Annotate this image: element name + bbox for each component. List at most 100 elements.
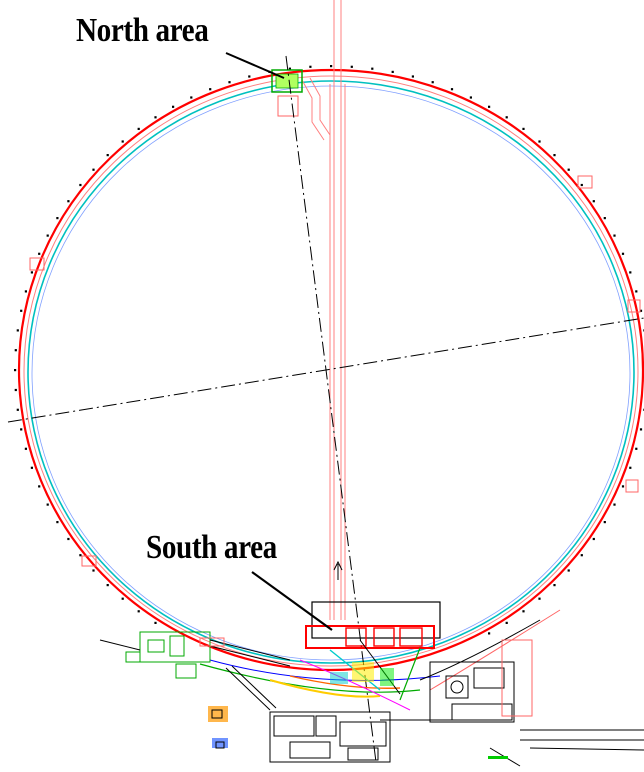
ring-tick <box>154 621 157 624</box>
ring-tick <box>92 168 95 171</box>
ring-tick <box>288 67 291 70</box>
equipment-blocks <box>208 706 508 759</box>
ring-tick <box>14 369 17 372</box>
ring-tick <box>46 503 49 506</box>
ring-tick <box>24 447 27 450</box>
ring-tick <box>613 234 616 237</box>
ring-tick <box>228 81 231 84</box>
ring-tick <box>629 271 632 274</box>
ring-tick <box>488 632 491 635</box>
east-building <box>627 299 641 313</box>
ring-tick <box>38 252 41 255</box>
ring-tick <box>450 88 454 91</box>
ring-tick <box>30 271 33 274</box>
ring-tick <box>154 116 157 119</box>
ring-tick <box>538 140 541 143</box>
ring-tick <box>538 597 541 600</box>
ring-tick <box>488 105 491 108</box>
ring-tick <box>106 584 109 587</box>
west-building <box>29 257 45 271</box>
ring-tick <box>38 485 41 488</box>
ring-tick <box>46 234 49 237</box>
ring-tick <box>79 554 82 557</box>
ring-tick <box>580 554 583 557</box>
ring-tick <box>639 428 643 431</box>
north-leader-line <box>225 52 285 79</box>
axis-vertical <box>285 55 377 763</box>
ring-tick <box>469 96 472 99</box>
ring-tick <box>613 503 616 506</box>
ring-tick <box>209 88 212 91</box>
ring-tick <box>603 521 606 524</box>
ring-tick <box>137 127 140 130</box>
ring-tick <box>30 466 33 469</box>
access-road <box>301 0 346 620</box>
ring-tick <box>106 154 109 157</box>
ring-tick <box>309 65 312 68</box>
ring-tick <box>592 200 595 203</box>
ring-tick <box>621 485 625 488</box>
ring-tick <box>56 521 59 524</box>
ring-inner-cyan <box>27 80 635 664</box>
ring-mid-pink <box>23 75 639 667</box>
ring-tick <box>603 217 606 220</box>
ring-tick <box>431 81 434 84</box>
ring-tick <box>137 610 140 613</box>
ring-tick <box>24 290 27 293</box>
south-leader-line <box>251 571 333 631</box>
northeast-building <box>577 175 593 189</box>
ring-tick <box>522 127 525 130</box>
southwest-building <box>81 555 97 567</box>
ring-tick <box>67 537 70 541</box>
ring-tick <box>67 200 70 203</box>
ring-tick <box>248 75 251 78</box>
ring-tick <box>580 183 583 187</box>
ring-tick <box>20 428 23 431</box>
ring-outer-red <box>17 68 644 672</box>
ring-tick <box>92 569 95 572</box>
ring-tick <box>56 217 59 220</box>
southwest-injector <box>99 631 291 679</box>
ring-tick <box>567 569 570 572</box>
ring-tick <box>330 65 333 68</box>
southeast-building <box>625 479 639 493</box>
ring-tick <box>621 252 625 255</box>
ring-tick <box>16 408 19 411</box>
north-arrow-icon <box>333 560 343 580</box>
ring-tick <box>172 105 175 108</box>
ring-tick <box>79 183 82 187</box>
ring-tick <box>411 75 414 78</box>
south-area-label: South area <box>146 529 277 566</box>
storage-ring <box>17 68 644 672</box>
ring-tick <box>16 329 19 332</box>
ring-tick <box>371 67 374 70</box>
ring-tick <box>567 168 570 171</box>
ring-tick <box>14 388 17 392</box>
reference-axes <box>7 55 644 763</box>
ring-tick <box>553 154 556 157</box>
laboratory-buildings <box>225 639 644 767</box>
ring-tick <box>635 290 638 293</box>
ring-tick <box>553 584 556 587</box>
ring-tick <box>505 621 508 624</box>
ring-side-buildings <box>29 175 641 567</box>
ring-tick <box>522 610 525 613</box>
ring-tick <box>121 140 124 143</box>
ring-tick <box>592 537 595 541</box>
ring-tick <box>190 96 193 99</box>
ring-tick <box>639 309 643 312</box>
ring-tick <box>505 116 508 119</box>
ring-tick <box>14 349 17 352</box>
ring-tick-marks <box>14 65 644 635</box>
ring-tick <box>391 70 394 73</box>
south-area-complex <box>199 601 561 711</box>
north-area-label: North area <box>76 12 209 49</box>
ring-tick <box>629 466 632 469</box>
ring-tick <box>350 65 353 68</box>
ring-tick <box>121 597 124 600</box>
ring-inner-thin <box>31 85 631 661</box>
ring-tick <box>20 309 23 312</box>
